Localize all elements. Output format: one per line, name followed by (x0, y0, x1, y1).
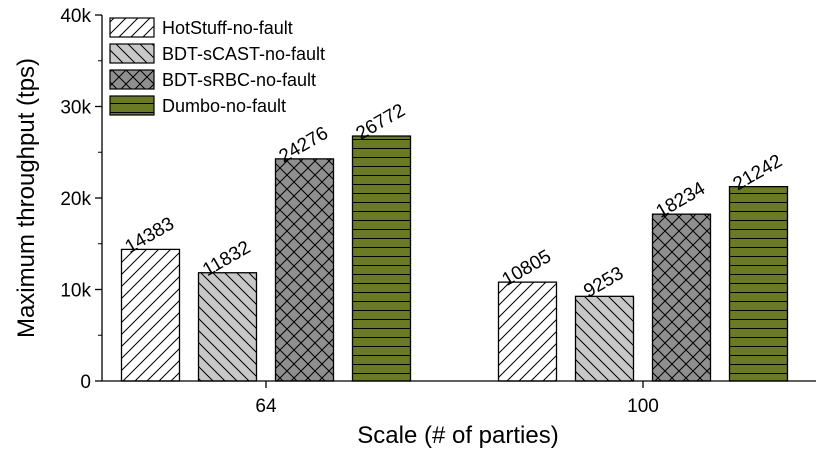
x-tick-label: 64 (255, 396, 277, 417)
legend-label: BDT-sCAST-no-fault (162, 44, 325, 64)
bar-bdt-scast-no-fault-100 (574, 295, 635, 382)
y-axis-title: Maximum throughput (tps) (13, 58, 40, 338)
legend: HotStuff-no-fault BDT-sCAST-no-fault BDT-s… (109, 17, 325, 116)
y-tick-label: 0 (80, 372, 91, 393)
legend-label: HotStuff-no-fault (162, 18, 293, 38)
bar-bdt-srbc-no-fault-64 (274, 158, 335, 382)
bar-hotstuff-no-fault-100 (497, 281, 558, 382)
y-tick-label: 30k (60, 98, 91, 119)
bar-bdt-scast-no-fault-64 (197, 272, 258, 382)
y-tick-label: 20k (60, 189, 91, 210)
legend-swatch (109, 95, 155, 116)
legend-label: BDT-sRBC-no-fault (162, 70, 316, 90)
legend-swatch (109, 17, 155, 38)
bars-group (120, 135, 789, 382)
x-axis-title: Scale (# of parties) (357, 422, 558, 449)
legend-swatch (109, 43, 155, 64)
y-tick-label: 40k (60, 6, 91, 27)
legend-swatch (109, 69, 155, 90)
y-ticks-group: 0 10k 20k 30k 40k (60, 6, 102, 393)
y-tick-label: 10k (60, 281, 91, 302)
bar-dumbo-no-fault-100 (728, 185, 789, 382)
bar-bdt-srbc-no-fault-100 (651, 213, 712, 382)
legend-label: Dumbo-no-fault (162, 96, 286, 116)
bar-hotstuff-no-fault-64 (120, 248, 181, 382)
bar-dumbo-no-fault-64 (351, 135, 412, 382)
x-tick-label: 100 (627, 396, 659, 417)
x-ticks-group: 64 100 (255, 381, 659, 417)
